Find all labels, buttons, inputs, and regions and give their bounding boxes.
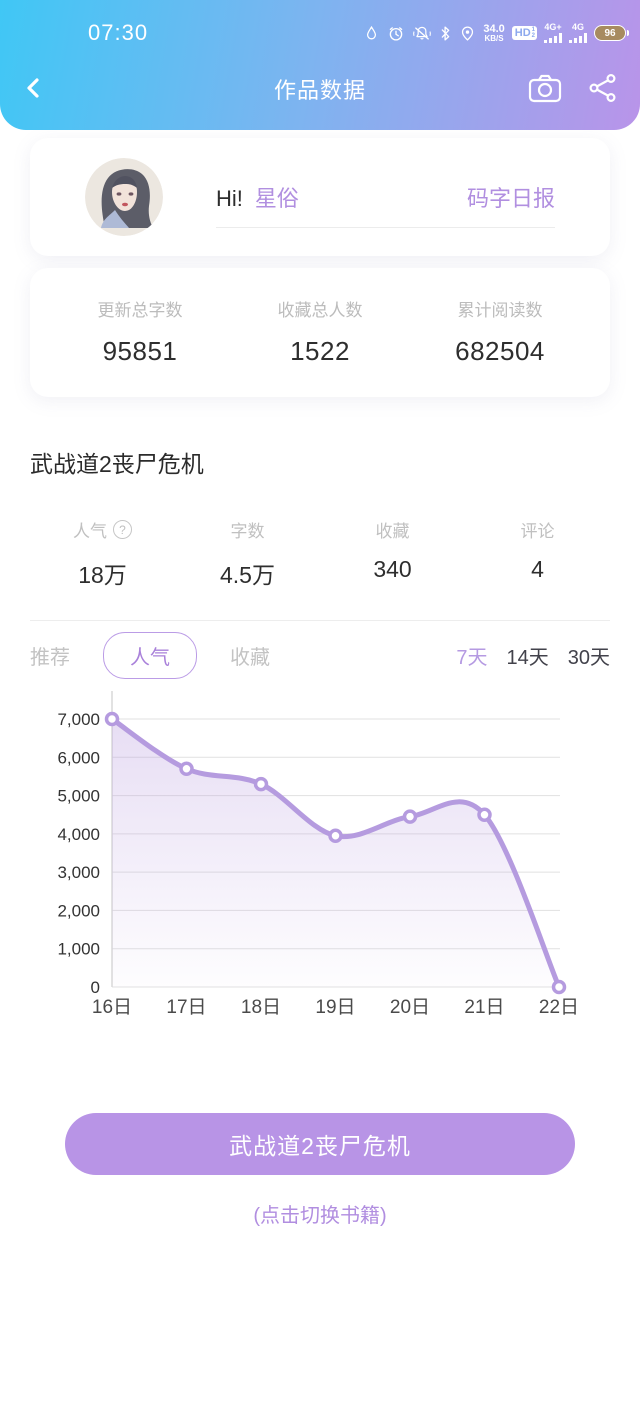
book-stat-label: 评论 bbox=[520, 522, 555, 541]
tab-popularity[interactable]: 人气 bbox=[103, 631, 197, 679]
summary-col-reads: 累计阅读数 682504 bbox=[410, 296, 590, 367]
range-30d[interactable]: 30天 bbox=[568, 641, 610, 670]
book-stat-collections: 收藏 340 bbox=[320, 517, 465, 590]
svg-text:5,000: 5,000 bbox=[57, 787, 100, 806]
summary-label: 累计阅读数 bbox=[457, 301, 543, 320]
chevron-left-icon bbox=[27, 77, 39, 98]
tab-recommend[interactable]: 推荐 bbox=[30, 641, 70, 670]
mute-vibrate-icon bbox=[413, 26, 432, 40]
bluetooth-icon bbox=[442, 25, 450, 41]
back-button[interactable] bbox=[22, 75, 44, 104]
share-icon bbox=[589, 73, 616, 102]
popularity-help-icon[interactable] bbox=[113, 520, 132, 539]
svg-text:20日: 20日 bbox=[390, 997, 430, 1018]
book-stat-value: 4.5万 bbox=[220, 562, 275, 588]
book-stat-value: 18万 bbox=[78, 562, 127, 588]
summary-col-collectors: 收藏总人数 1522 bbox=[230, 296, 410, 367]
svg-text:21日: 21日 bbox=[464, 997, 504, 1018]
page-title: 作品数据 bbox=[273, 78, 366, 103]
range-filter: 7天 14天 30天 bbox=[456, 641, 610, 670]
switch-book-hint[interactable]: (点击切换书籍) bbox=[0, 1199, 640, 1228]
svg-text:19日: 19日 bbox=[315, 997, 355, 1018]
svg-text:22日: 22日 bbox=[539, 997, 579, 1018]
nav-bar: 作品数据 bbox=[0, 58, 640, 120]
book-stat-label: 人气 bbox=[73, 522, 107, 541]
user-card: Hi! 星俗 码字日报 bbox=[30, 138, 610, 256]
camera-icon bbox=[528, 74, 562, 102]
alarm-clock-icon bbox=[390, 26, 403, 41]
svg-text:0: 0 bbox=[91, 978, 100, 997]
svg-text:3,000: 3,000 bbox=[57, 863, 100, 882]
svg-text:7,000: 7,000 bbox=[57, 710, 100, 729]
switch-book-button[interactable]: 武战道2丧尸危机 bbox=[65, 1113, 575, 1175]
username-link[interactable]: 星俗 bbox=[254, 185, 299, 211]
svg-text:16日: 16日 bbox=[92, 997, 132, 1018]
svg-text:4,000: 4,000 bbox=[57, 825, 100, 844]
summary-label: 更新总字数 bbox=[97, 301, 183, 320]
sim1-signal-icon: 4G+ bbox=[544, 23, 562, 43]
book-stat-comments: 评论 4 bbox=[465, 517, 610, 590]
book-stat-value: 340 bbox=[373, 556, 412, 582]
book-stat-label: 字数 bbox=[230, 522, 265, 541]
screenshot-button[interactable] bbox=[528, 73, 562, 106]
book-stat-words: 字数 4.5万 bbox=[175, 517, 320, 590]
svg-text:18日: 18日 bbox=[241, 997, 281, 1018]
book-stat-value: 4 bbox=[531, 556, 544, 582]
svg-text:2,000: 2,000 bbox=[57, 901, 100, 920]
daily-report-link[interactable]: 码字日报 bbox=[467, 181, 555, 213]
greeting-text: Hi! bbox=[216, 185, 243, 211]
water-drop-icon bbox=[367, 25, 377, 39]
user-card-divider bbox=[216, 226, 555, 228]
popularity-chart: 0 1,000 2,000 3,000 4,000 5,000 6,000 7,000 16日 1… bbox=[0, 679, 640, 1029]
location-icon bbox=[462, 25, 474, 41]
svg-text:1,000: 1,000 bbox=[57, 940, 100, 959]
avatar-illustration bbox=[85, 158, 163, 236]
summary-col-words: 更新总字数 95851 bbox=[50, 296, 230, 367]
battery-icon: 96 bbox=[594, 25, 629, 41]
book-stat-popularity: 人气 18万 bbox=[30, 517, 175, 590]
summary-stats-card: 更新总字数 95851 收藏总人数 1522 累计阅读数 682504 bbox=[30, 268, 610, 397]
share-button[interactable] bbox=[588, 73, 618, 106]
tab-collection[interactable]: 收藏 bbox=[230, 641, 270, 670]
svg-text:17日: 17日 bbox=[166, 997, 206, 1018]
popularity-area-chart: 0 1,000 2,000 3,000 4,000 5,000 6,000 7,000 16日 1… bbox=[57, 691, 579, 1018]
sim2-signal-icon: 4G bbox=[569, 23, 587, 43]
svg-text:6,000: 6,000 bbox=[57, 748, 100, 767]
range-14d[interactable]: 14天 bbox=[507, 641, 549, 670]
summary-value: 1522 bbox=[290, 336, 350, 366]
book-stats-row: 人气 18万 字数 4.5万 收藏 340 评论 4 bbox=[30, 517, 610, 590]
range-7d[interactable]: 7天 bbox=[456, 641, 487, 670]
chart-tabs-row: 推荐 人气 收藏 7天 14天 30天 bbox=[30, 631, 610, 679]
summary-value: 95851 bbox=[102, 336, 178, 366]
book-title: 武战道2丧尸危机 bbox=[30, 451, 204, 477]
clock-time: 07:30 bbox=[88, 20, 149, 45]
summary-value: 682504 bbox=[455, 336, 545, 366]
user-avatar[interactable] bbox=[85, 158, 163, 236]
book-stat-label: 收藏 bbox=[375, 522, 410, 541]
network-speed-indicator: 34.0 KB/S bbox=[483, 22, 505, 43]
summary-label: 收藏总人数 bbox=[277, 301, 363, 320]
section-divider bbox=[30, 620, 610, 621]
